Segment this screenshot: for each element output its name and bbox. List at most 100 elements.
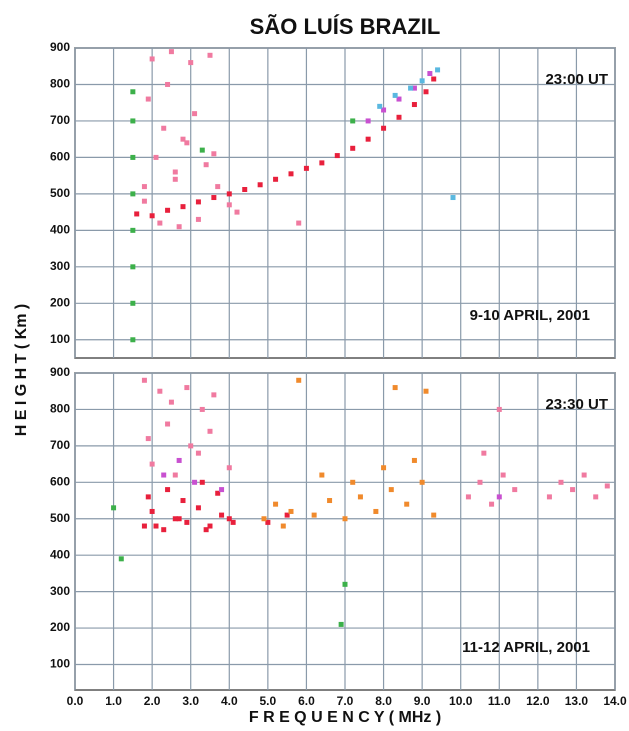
echo-point — [373, 508, 379, 514]
echo-point — [423, 89, 429, 95]
echo-point — [411, 85, 417, 91]
x-tick-label: 7.0 — [337, 694, 354, 708]
echo-point — [172, 176, 178, 182]
echo-point — [172, 516, 178, 522]
annotation: 9-10 APRIL, 2001 — [470, 307, 590, 324]
chart-title: SÃO LUÍS BRAZIL — [250, 14, 441, 39]
echo-point — [496, 406, 502, 412]
echo-point — [512, 487, 518, 493]
echo-point — [350, 118, 356, 124]
echo-point — [423, 388, 429, 394]
echo-point — [141, 198, 147, 204]
y-tick-label: 600 — [50, 474, 70, 488]
y-tick-label: 900 — [50, 40, 70, 54]
echo-point — [392, 385, 398, 391]
echo-point — [350, 145, 356, 151]
echo-point — [392, 92, 398, 98]
y-axis-label: H E I G H T ( Km ) — [13, 304, 30, 436]
echo-point — [180, 498, 186, 504]
echo-point — [357, 494, 363, 500]
echo-point — [230, 519, 236, 525]
y-tick-label: 600 — [50, 150, 70, 164]
echo-point — [211, 392, 217, 398]
echo-point — [593, 494, 599, 500]
x-tick-label: 0.0 — [67, 694, 84, 708]
echo-point — [226, 465, 232, 471]
echo-point — [199, 147, 205, 153]
echo-point — [338, 621, 344, 627]
echo-point — [465, 494, 471, 500]
echo-point — [419, 479, 425, 485]
echo-point — [195, 450, 201, 456]
echo-point — [149, 461, 155, 467]
echo-point — [130, 227, 136, 233]
echo-point — [199, 479, 205, 485]
echo-point — [311, 512, 317, 518]
echo-point — [350, 479, 356, 485]
echo-point — [477, 479, 483, 485]
y-tick-label: 100 — [50, 332, 70, 346]
echo-point — [207, 428, 213, 434]
echo-point — [404, 501, 410, 507]
y-tick-label: 400 — [50, 547, 70, 561]
echo-point — [168, 49, 174, 55]
echo-point — [288, 508, 294, 514]
echo-point — [134, 211, 140, 217]
echo-point — [161, 472, 167, 478]
x-tick-label: 1.0 — [105, 694, 122, 708]
y-tick-label: 200 — [50, 620, 70, 634]
echo-point — [365, 136, 371, 142]
x-tick-label: 13.0 — [565, 694, 589, 708]
echo-point — [500, 472, 506, 478]
echo-point — [319, 472, 325, 478]
echo-point — [377, 103, 383, 109]
echo-point — [161, 125, 167, 131]
echo-point — [145, 96, 151, 102]
echo-point — [141, 523, 147, 529]
echo-point — [219, 487, 225, 493]
echo-point — [180, 136, 186, 142]
x-tick-label: 8.0 — [375, 694, 392, 708]
echo-point — [570, 487, 576, 493]
x-tick-label: 2.0 — [144, 694, 161, 708]
echo-point — [342, 581, 348, 587]
echo-point — [450, 195, 456, 201]
echo-point — [165, 421, 171, 427]
echo-point — [192, 111, 198, 117]
echo-point — [296, 377, 302, 383]
echo-point — [195, 199, 201, 205]
echo-point — [203, 162, 209, 168]
echo-point — [381, 107, 387, 113]
echo-point — [265, 519, 271, 525]
echo-point — [203, 527, 209, 533]
echo-point — [118, 556, 124, 562]
y-tick-label: 800 — [50, 402, 70, 416]
echo-point — [211, 195, 217, 201]
y-tick-label: 100 — [50, 657, 70, 671]
echo-point — [153, 523, 159, 529]
echo-point — [396, 114, 402, 120]
echo-point — [111, 505, 117, 511]
echo-point — [141, 377, 147, 383]
echo-point — [176, 224, 182, 230]
echo-point — [226, 516, 232, 522]
echo-point — [334, 153, 340, 159]
x-tick-label: 10.0 — [449, 694, 473, 708]
y-tick-label: 200 — [50, 295, 70, 309]
echo-point — [192, 479, 198, 485]
echo-point — [257, 182, 263, 188]
x-axis-label: F R E Q U E N C Y ( MHz ) — [249, 709, 441, 726]
echo-point — [234, 209, 240, 215]
echo-point — [207, 523, 213, 529]
echo-point — [172, 169, 178, 175]
y-tick-label: 300 — [50, 584, 70, 598]
echo-point — [149, 508, 155, 514]
echo-point — [226, 202, 232, 208]
echo-point — [195, 216, 201, 222]
echo-point — [184, 519, 190, 525]
echo-point — [431, 512, 437, 518]
echo-point — [381, 465, 387, 471]
x-tick-label: 4.0 — [221, 694, 238, 708]
echo-point — [303, 165, 309, 171]
echo-point — [435, 67, 441, 73]
